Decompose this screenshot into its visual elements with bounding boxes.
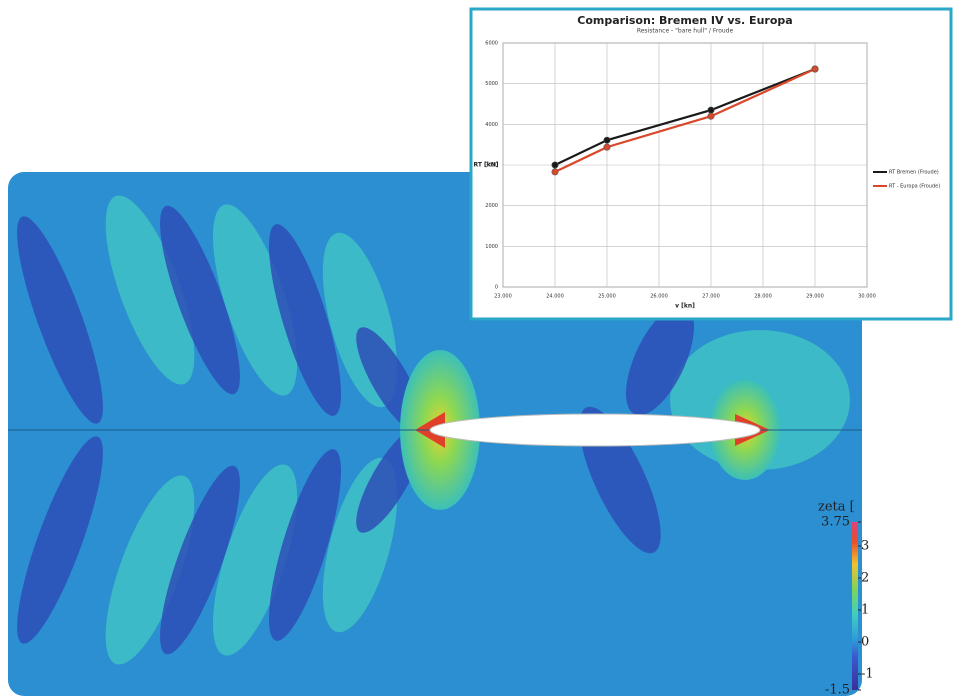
- chart-title: Comparison: Bremen IV vs. Europa: [577, 14, 792, 27]
- legend-label: RT Bremen (Froude): [889, 170, 939, 176]
- y-tick-label: 3000: [485, 163, 498, 169]
- data-point: [603, 143, 611, 151]
- chart-subtitle: Resistance - "bare hull" / Froude: [637, 28, 734, 35]
- colorbar-label: zeta [: [818, 500, 855, 515]
- data-point: [811, 65, 819, 73]
- y-tick-label: 1000: [485, 244, 498, 250]
- x-tick-label: 25.000: [598, 294, 616, 300]
- x-tick-label: 24.000: [546, 294, 564, 300]
- data-point: [551, 168, 559, 176]
- colorbar-tick-label: -1: [861, 667, 874, 682]
- colorbar-tick-label: 2: [861, 571, 869, 586]
- colorbar-tick-label: 1: [861, 603, 869, 618]
- y-tick-label: 5000: [485, 81, 498, 87]
- data-point: [707, 106, 715, 114]
- x-tick-label: 23.000: [494, 294, 512, 300]
- colorbar: [852, 522, 858, 690]
- data-point: [603, 136, 611, 144]
- x-tick-label: 29.000: [806, 294, 824, 300]
- x-tick-label: 26.000: [650, 294, 668, 300]
- y-tick-label: 6000: [485, 41, 498, 47]
- y-axis-label: RT [kN]: [473, 162, 498, 169]
- data-point: [707, 112, 715, 120]
- inset-chart: Comparison: Bremen IV vs. EuropaResistan…: [473, 14, 940, 310]
- data-point: [551, 161, 559, 169]
- y-tick-label: 4000: [485, 122, 498, 128]
- series-line: [554, 68, 816, 166]
- colorbar-tick-label: 3: [861, 539, 869, 554]
- y-tick-label: 2000: [485, 203, 498, 209]
- colorbar-tick-label: -1.5: [825, 683, 850, 696]
- y-tick-label: 0: [495, 285, 498, 291]
- x-tick-label: 28.000: [754, 294, 772, 300]
- colorbar-tick-label: 3.75: [821, 515, 850, 530]
- colorbar-group: zeta [3.75 3 2 1 0 -1 -1.5: [818, 500, 874, 696]
- legend-label: RT - Europa (Froude): [889, 184, 940, 190]
- x-tick-label: 30.000: [858, 294, 876, 300]
- x-axis-label: v [kn]: [675, 303, 695, 310]
- x-tick-label: 27.000: [702, 294, 720, 300]
- series-line: [554, 68, 816, 173]
- colorbar-tick-label: 0: [861, 635, 869, 650]
